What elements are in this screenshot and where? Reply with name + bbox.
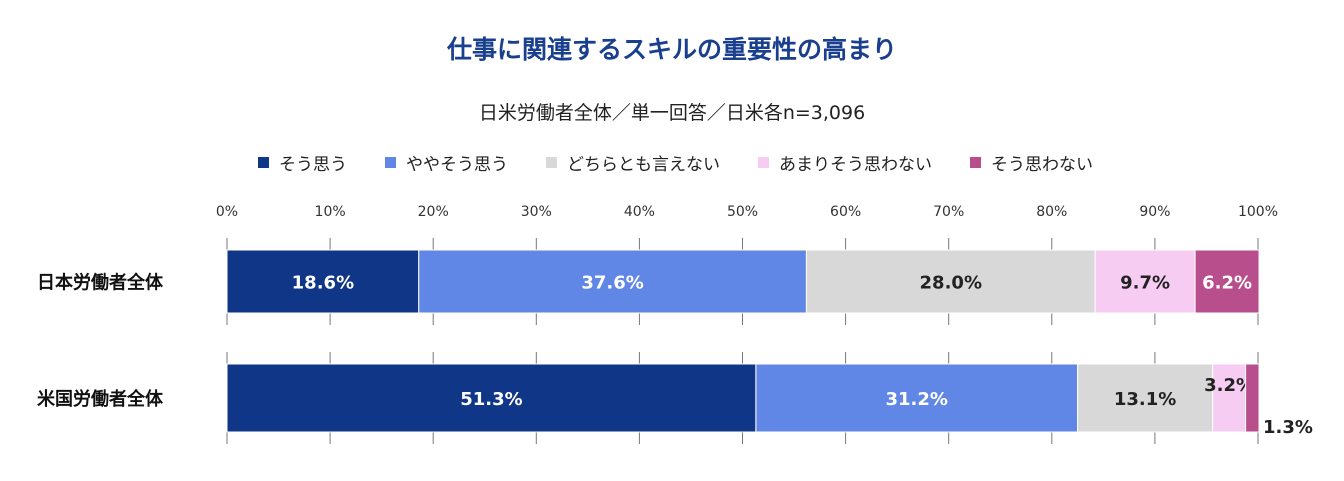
data-label: 31.2% <box>886 389 948 410</box>
data-label: 28.0% <box>920 273 982 294</box>
legend-item-neutral: どちらとも言えない <box>546 150 720 175</box>
bar-segment <box>1212 363 1247 433</box>
legend-label: そう思わない <box>991 155 1093 175</box>
x-tick-label: 50% <box>727 204 758 220</box>
bar-segment <box>805 249 1096 314</box>
chart-title: 仕事に関連するスキルの重要性の高まり <box>446 35 897 64</box>
x-tick-label: 70% <box>933 204 964 220</box>
legend-item-disagree: そう思わない <box>970 150 1093 175</box>
data-label: 9.7% <box>1120 273 1170 294</box>
data-label: 18.6% <box>292 273 354 294</box>
x-tick-label: 40% <box>624 204 655 220</box>
x-tick-label: 30% <box>521 204 552 220</box>
data-label: 1.3% <box>1263 417 1313 438</box>
chart-subtitle: 日米労働者全体／単一回答／日米各n=3,096 <box>478 102 866 124</box>
legend-item-somewhat-agree: ややそう思う <box>385 150 508 175</box>
data-label: 51.3% <box>460 389 522 410</box>
legend-label: どちらとも言えない <box>567 155 720 175</box>
legend: そう思う ややそう思う どちらとも言えない あまりそう思わない そう思わない <box>258 150 1093 175</box>
bar-segment <box>755 363 1079 433</box>
data-label: 37.6% <box>581 273 643 294</box>
x-tick-label: 100% <box>1238 204 1278 220</box>
bar-segment <box>1245 363 1260 433</box>
category-label: 日本労働者全体 <box>37 272 164 294</box>
bar-segment <box>1077 363 1214 433</box>
x-tick-label: 0% <box>216 204 238 220</box>
x-tick-label: 20% <box>418 204 449 220</box>
bar-segment <box>226 249 420 314</box>
legend-item-strongly-agree: そう思う <box>258 150 347 175</box>
x-tick-label: 80% <box>1036 204 1067 220</box>
data-label: 6.2% <box>1202 273 1252 294</box>
data-label: 3.2% <box>1204 375 1254 396</box>
x-tick-label: 90% <box>1139 204 1170 220</box>
data-label: 13.1% <box>1114 389 1176 410</box>
bar-segment <box>418 249 807 314</box>
legend-swatch <box>970 157 981 168</box>
legend-swatch <box>258 157 269 168</box>
bar-segment <box>226 363 757 433</box>
x-tick-label: 10% <box>315 204 346 220</box>
legend-swatch <box>546 157 557 168</box>
legend-label: ややそう思う <box>406 155 508 175</box>
x-tick-label: 60% <box>830 204 861 220</box>
bar-segment <box>1094 249 1196 314</box>
bar-segment <box>1194 249 1260 314</box>
legend-swatch <box>758 157 769 168</box>
legend-label: あまりそう思わない <box>779 155 932 175</box>
category-label: 米国労働者全体 <box>37 388 164 410</box>
legend-swatch <box>385 157 396 168</box>
legend-label: そう思う <box>279 155 347 175</box>
legend-item-somewhat-disagree: あまりそう思わない <box>758 150 932 175</box>
